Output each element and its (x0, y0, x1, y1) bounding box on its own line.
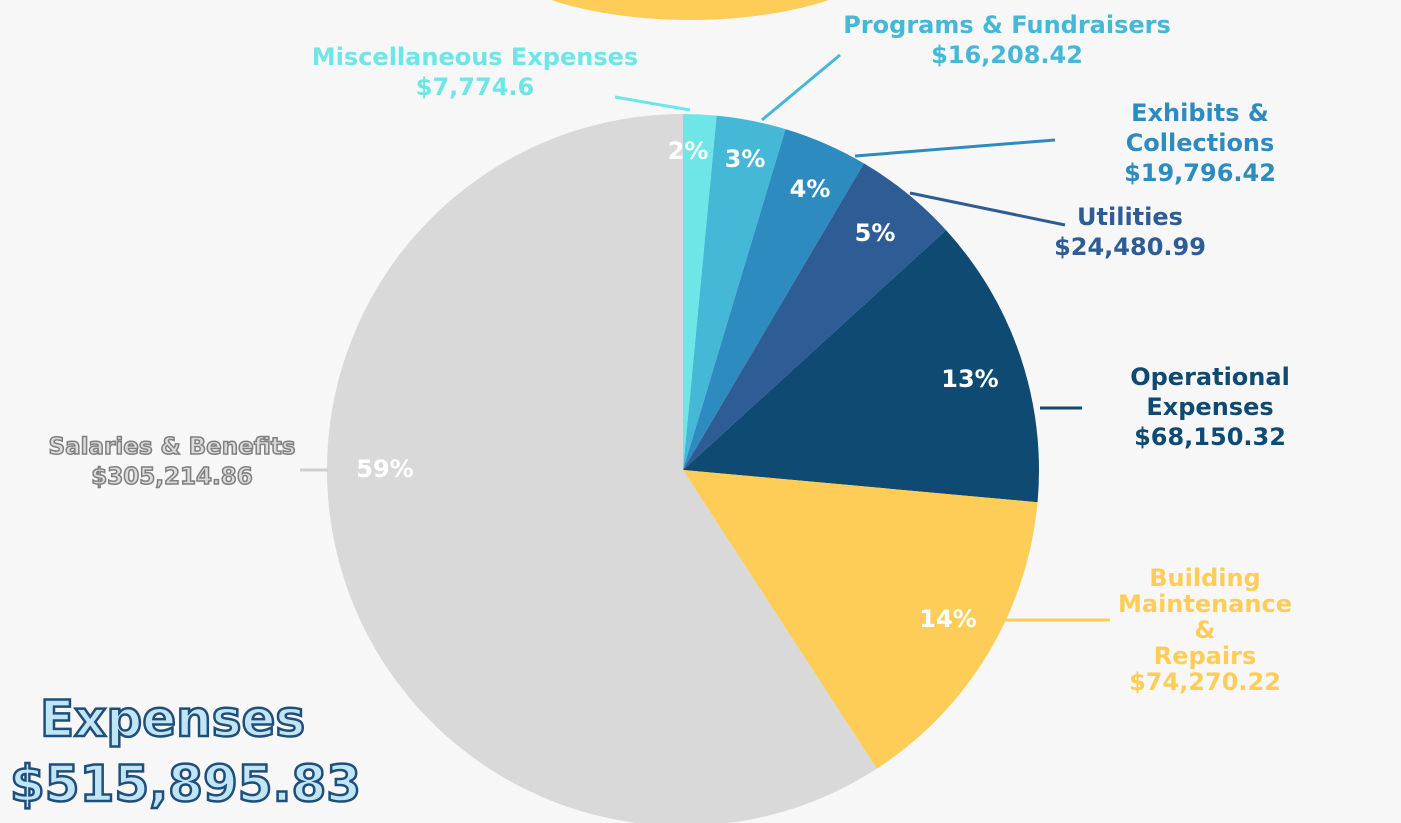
percent-label: 3% (725, 145, 766, 173)
slice-value: $305,214.86 (90, 463, 253, 491)
percent-label: 14% (919, 605, 976, 633)
slice-name: Building Maintenance & Repairs (1117, 564, 1292, 670)
leader-line (909, 191, 1066, 227)
slice-value: $7,774.6 (415, 73, 535, 101)
pie-slice (683, 163, 947, 470)
slice-name: Programs & Fundraisers (843, 11, 1171, 39)
slice-label: Programs & Fundraisers $16,208.42 (843, 10, 1171, 70)
chart-subtitle: $515,895.83 (9, 754, 363, 815)
percent-label: 5% (855, 219, 896, 247)
leader-line (854, 138, 1056, 158)
pie-slice (683, 470, 1038, 769)
pie-slice (683, 114, 717, 470)
chart-title: Expenses (39, 689, 307, 750)
leader-line (614, 95, 691, 112)
slice-name: Exhibits & Collections (1125, 99, 1275, 157)
slice-name: Salaries & Benefits (48, 433, 296, 461)
pie-slice (683, 115, 786, 471)
slice-value: $68,150.32 (1134, 423, 1286, 451)
percent-label: 4% (790, 175, 831, 203)
slice-label: Exhibits & Collections $19,796.42 (1100, 98, 1301, 188)
slice-name: Utilities (1077, 203, 1183, 231)
slice-value: $24,480.99 (1054, 233, 1206, 261)
leader-line (761, 53, 841, 122)
slice-label: Building Maintenance & Repairs $74,270.22 (1107, 565, 1303, 695)
percent-label: 2% (668, 137, 709, 165)
pie-slice (683, 129, 864, 470)
slice-value: $19,796.42 (1124, 159, 1276, 187)
slice-name: Operational Expenses (1130, 363, 1290, 421)
percent-label: 13% (941, 365, 998, 393)
slice-name: Miscellaneous Expenses (311, 43, 639, 71)
decor-blob (551, 0, 829, 20)
pie-slice (683, 230, 1040, 503)
slice-label: Utilities $24,480.99 (1054, 202, 1206, 262)
slice-label: Miscellaneous Expenses $7,774.6 (312, 42, 638, 102)
slice-label: Operational Expenses $68,150.32 (1115, 362, 1306, 452)
slice-label: Salaries & Benefits $305,214.86 (48, 432, 296, 492)
slice-value: $74,270.22 (1129, 668, 1281, 696)
percent-label: 59% (356, 455, 413, 483)
slice-value: $16,208.42 (931, 41, 1083, 69)
pie-slice (327, 114, 877, 823)
leader-lines (300, 53, 1110, 622)
